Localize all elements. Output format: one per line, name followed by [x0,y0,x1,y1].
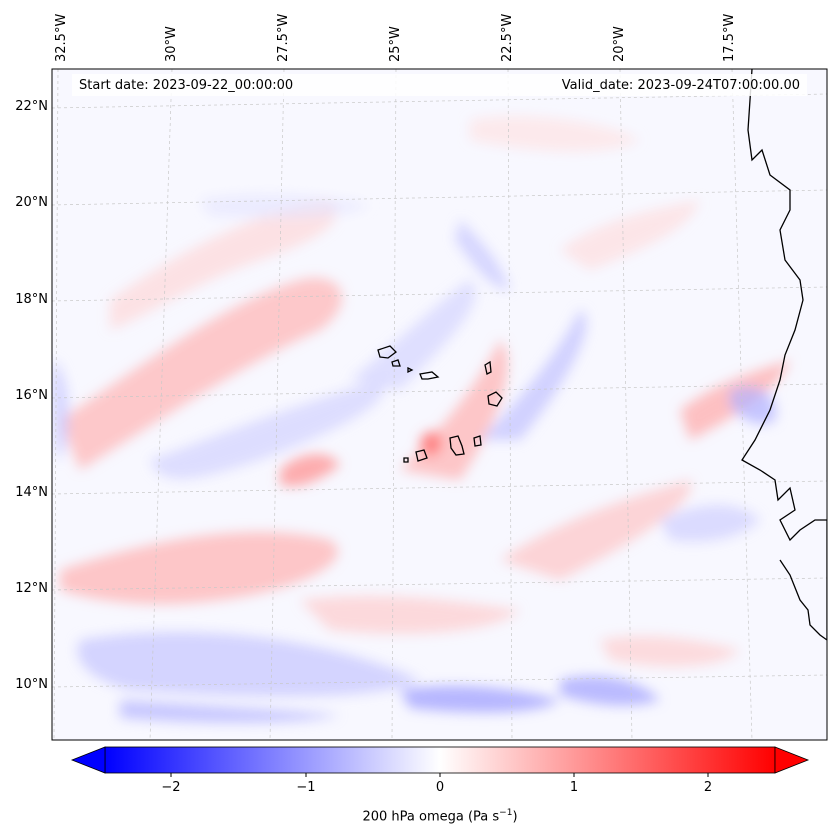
lon-label-27-5w: 27.5°W [276,13,291,62]
colorbar-tick-neg1: −1 [296,780,316,795]
valid-date-label: Valid_date: 2023-09-24T07:00:00.00 [561,78,800,93]
lon-label-25w: 25°W [388,26,403,62]
lon-label-30w: 30°W [164,26,179,62]
lat-label-22n: 22°N [15,99,48,114]
colorbar-tick-2: 2 [703,780,713,795]
colorbar-label-exponent: −1 [499,808,513,818]
colorbar-tick-1: 1 [569,780,579,795]
start-date-label: Start date: 2023-09-22_00:00:00 [79,78,294,93]
lon-label-22-5w: 22.5°W [500,13,515,62]
annotation-background [72,74,807,96]
coastline-africa [741,69,827,641]
lon-label-20w: 20°W [612,26,627,62]
lon-label-17-5w: 17.5°W [722,13,737,62]
colorbar-label-close: ) [512,809,518,825]
lat-label-16n: 16°N [15,388,48,403]
colorbar-tick-neg2: −2 [161,780,181,795]
colorbar [70,746,810,777]
lat-label-12n: 12°N [15,581,48,596]
gridlines [52,69,827,740]
map-frame [51,68,828,741]
lon-label-32-5w: 32.5°W [54,13,69,62]
lat-label-14n: 14°N [15,485,48,500]
colorbar-label: 200 hPa omega (Pa s−1) [0,808,837,824]
lat-label-20n: 20°N [15,195,48,210]
cape-verde-islands [377,345,503,463]
colorbar-tick-0: 0 [435,780,445,795]
lat-label-10n: 10°N [15,677,48,692]
omega-field [52,116,790,723]
lat-label-18n: 18°N [15,292,48,307]
colorbar-label-text: 200 hPa omega (Pa s [362,809,500,825]
